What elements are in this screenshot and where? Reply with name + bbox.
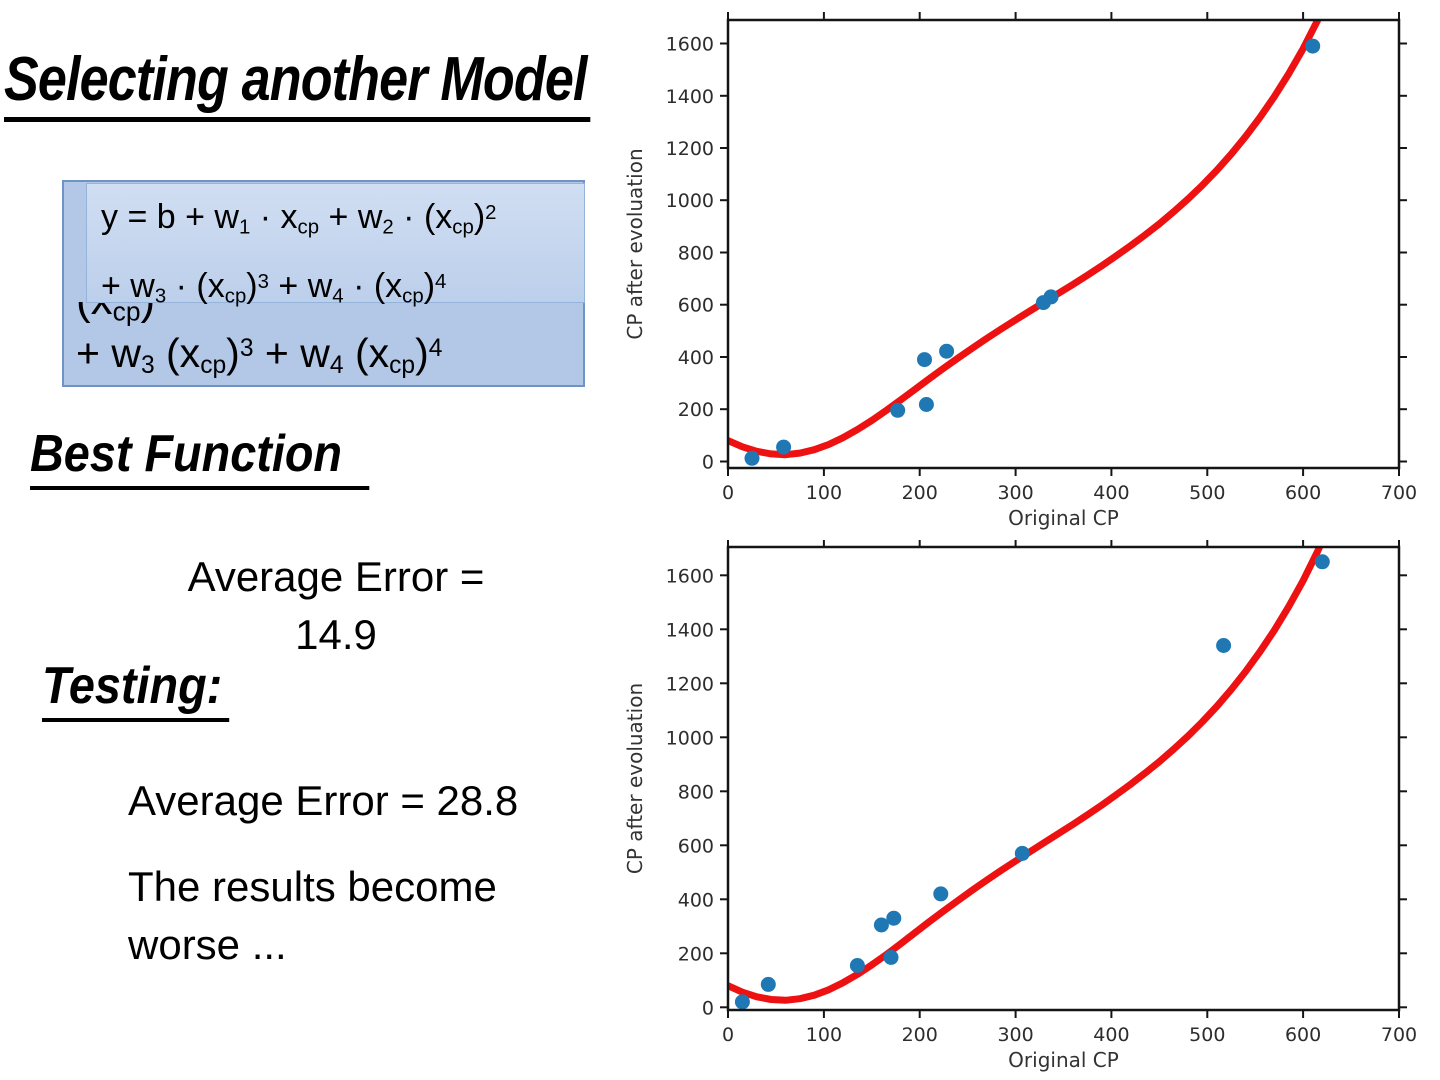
y-tick-label: 200 [678,399,714,421]
covered-formula-fragment: (xcp) [76,302,155,327]
x-tick-label: 200 [902,482,938,504]
x-axis-label: Original CP [1008,506,1119,530]
data-point [939,343,955,359]
y-axis-label: CP after evoluation [623,683,647,874]
covered-formula-fragment-clip: (xcp) [76,302,236,335]
y-tick-label: 800 [678,781,714,803]
formula-line-2: + w3 · (xcp)3 + w4 · (xcp)4 [101,267,447,308]
results-note: The results become worse ... [128,858,497,974]
formula-line-1: y = b + w1 · xcp + w2 · (xcp)2 [101,198,497,239]
y-tick-label: 1600 [666,34,714,56]
y-tick-label: 1400 [666,619,714,641]
data-point [744,450,760,466]
x-tick-label: 500 [1189,1024,1225,1046]
slide-title: Selecting another Model [4,44,590,122]
x-tick-label: 700 [1381,1024,1417,1046]
y-tick-label: 200 [678,943,714,965]
x-tick-label: 0 [722,482,734,504]
testing-heading: Testing: [42,656,230,722]
x-tick-label: 500 [1189,482,1225,504]
x-tick-label: 600 [1285,1024,1321,1046]
data-point [776,439,792,455]
x-tick-label: 100 [806,482,842,504]
y-tick-label: 600 [678,295,714,317]
x-tick-label: 300 [997,1024,1033,1046]
plot-spines [726,545,1401,1012]
y-tick-label: 400 [678,889,714,911]
best-function-heading: Best Function [30,424,370,490]
data-point [1043,289,1059,305]
data-point [918,397,934,412]
training-average-error-line2: 14.9 [295,611,377,658]
y-tick-label: 1400 [666,86,714,108]
testing-chart: 0 100 200 300 400 500 600 700 0 200 400 600 800 1000 1… [623,540,1417,1072]
y-tick-label: 1000 [666,190,714,212]
data-point [886,910,902,926]
results-note-line1: The results become [128,863,497,910]
y-tick-label: 0 [702,997,714,1019]
x-tick-label: 100 [806,1024,842,1046]
y-tick-label: 1200 [666,673,714,695]
data-point [1014,845,1030,861]
data-point [933,886,949,902]
y-tick-label: 600 [678,835,714,857]
data-point [873,917,889,933]
x-tick-label: 700 [1381,482,1417,504]
data-point [1305,38,1321,54]
data-point [890,402,906,418]
x-tick-label: 400 [1093,482,1129,504]
training-average-error: Average Error = 14.9 [108,548,564,664]
data-point [1314,554,1330,570]
data-point [760,976,776,992]
testing-average-error: Average Error = 28.8 [128,777,519,824]
y-tick-label: 1600 [666,565,714,587]
y-tick-label: 1000 [666,727,714,749]
formula-box-outer: (xcp) + w3 (xcp)3 + w4 (xcp)4 y = b + w1… [62,180,585,387]
training-chart: 0 100 200 300 400 500 600 700 0 200 400 600 800 1000 1… [623,12,1417,530]
x-tick-label: 0 [722,1024,734,1046]
x-axis-label: Original CP [1008,1048,1119,1072]
formula-outer-line: + w3 (xcp)3 + w4 (xcp)4 [76,330,443,380]
data-point [849,958,865,973]
data-point [734,994,750,1010]
formula-box-inner: y = b + w1 · xcp + w2 · (xcp)2 + w3 · (x… [86,183,585,308]
y-tick-label: 1200 [666,138,714,160]
y-tick-label: 400 [678,347,714,369]
y-tick-label: 0 [702,452,714,474]
x-tick-label: 200 [902,1024,938,1046]
data-point [883,949,899,965]
fit-curve [728,20,1322,459]
fit-curve [728,547,1324,1004]
y-axis-label: CP after evoluation [623,148,647,339]
results-note-line2: worse ... [128,921,287,968]
plot-spines [726,18,1401,470]
x-tick-label: 600 [1285,482,1321,504]
training-average-error-line1: Average Error = [187,553,485,600]
data-point [1216,638,1232,653]
x-tick-label: 400 [1093,1024,1129,1046]
x-tick-label: 300 [997,482,1033,504]
y-tick-label: 800 [678,243,714,265]
data-point [917,352,932,368]
